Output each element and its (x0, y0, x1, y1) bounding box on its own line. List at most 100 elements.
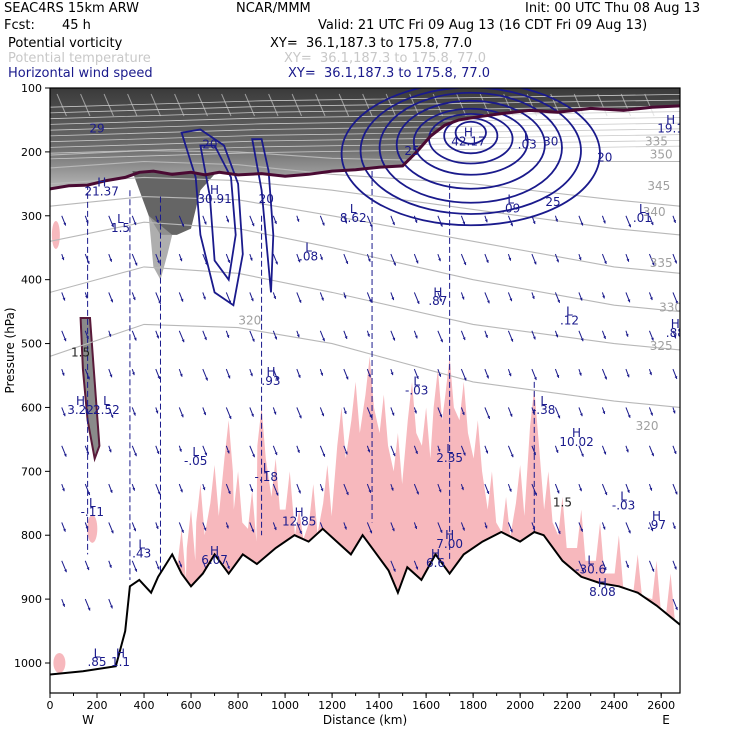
y-axis-title: Pressure (hPa) (3, 307, 17, 393)
fcst-value: 45 h (62, 18, 91, 33)
field-name-pv: Potential vorticity (8, 36, 123, 51)
wind-vector-head (626, 564, 629, 568)
wind-vector-head (578, 372, 582, 376)
wind-vector-head (273, 411, 277, 415)
hl-marker-value: .87 (428, 294, 447, 308)
wind-vector-head (555, 218, 558, 222)
theta-contour-325 (50, 266, 680, 351)
wind-vector-head (463, 377, 467, 381)
hl-marker-high: H (666, 113, 675, 127)
wind-vector-head (415, 260, 419, 264)
wind-vector-head (673, 450, 677, 454)
wind-vector-head (603, 451, 607, 455)
wind-vector-head (392, 337, 396, 341)
contour-labels: 350 345 340 335 330 325 320 320 335 20 25 30 25 20 20 2… (67, 113, 680, 669)
hl-marker-value: .01 (633, 211, 652, 225)
hl-marker-low: L (138, 538, 145, 552)
wind-vector-head (579, 413, 583, 417)
wind-vector-head (557, 415, 561, 419)
wind-vector-head (134, 453, 137, 457)
east-label: E (662, 713, 670, 727)
wind-vector-head (437, 448, 441, 452)
wind-vector-head (531, 296, 535, 299)
wind-vector-head (579, 488, 582, 492)
wind-vector-head (463, 262, 467, 266)
hl-marker-value: -.11 (81, 505, 104, 519)
hl-marker-value: -30.6 (575, 563, 606, 577)
wind-vector-head (228, 415, 232, 419)
wind-vector-head (369, 530, 373, 534)
wind-vector-head (156, 335, 160, 339)
wind-vector-head (321, 297, 324, 301)
hl-marker-value: .12 (560, 313, 579, 327)
wind-vector-head (133, 528, 137, 532)
wind-vector-head (227, 490, 231, 494)
hl-marker-high: H (652, 509, 661, 523)
wind-vector-head (343, 411, 347, 414)
wind-vector-head (438, 258, 441, 262)
hl-marker-high: H (210, 544, 219, 558)
jet-isotach (412, 107, 529, 176)
wind-speed-label: 20 (202, 138, 217, 152)
hl-marker-value: .43 (132, 547, 151, 561)
hl-marker-low: L (566, 304, 573, 318)
wind-vector-head (438, 373, 442, 377)
wind-vector-head (227, 565, 230, 569)
hl-marker-value: 6.07 (201, 553, 228, 567)
wind-vector-head (390, 487, 394, 491)
hl-marker-high: H (76, 394, 85, 408)
wind-vector-head (578, 257, 582, 261)
wind-vector-head (556, 490, 560, 494)
wind-vector-head (650, 528, 654, 532)
wind-vector-head (392, 453, 396, 457)
terrain-outline (50, 527, 680, 676)
wind-vector-head (298, 415, 302, 419)
x-tick-label: 1600 (412, 699, 440, 712)
wind-vector-head (296, 334, 300, 338)
wind-vector-head (414, 526, 418, 529)
hl-marker-value: 21.37 (85, 184, 119, 198)
wind-vector-head (62, 603, 66, 607)
negative-pv-shading (51, 220, 680, 673)
wind-vector-head (250, 298, 254, 302)
hl-marker-low: L (117, 212, 124, 226)
theta-label: 340 (643, 205, 666, 219)
theta-label: 350 (650, 147, 673, 161)
wind-vector-head (322, 453, 326, 457)
wind-vector-head (368, 299, 372, 303)
wind-vector-head (344, 451, 348, 455)
theta-contour-strat (50, 134, 680, 148)
pv-label: 1.5 (71, 345, 90, 359)
wind-vector-head (555, 449, 559, 453)
wind-vector-head (227, 375, 231, 379)
wind-vector-head (602, 411, 606, 414)
wind-vector-head (250, 488, 254, 492)
wind-vector-head (508, 488, 512, 492)
wind-vector-head (510, 223, 513, 227)
wind-vector-head (628, 224, 631, 228)
wind-vector-head (604, 376, 607, 380)
wind-vector-head (603, 335, 606, 339)
wind-vector-head (110, 605, 113, 609)
wind-vector-head (226, 450, 230, 454)
wind-vector-head (440, 339, 443, 343)
wind-vector-head (251, 413, 254, 417)
wind-vector-head (555, 334, 559, 338)
wind-vector-head (274, 336, 278, 340)
wind-vector-head (320, 372, 324, 376)
y-tick-label: 400 (21, 274, 42, 287)
wind-vector-head (62, 488, 65, 492)
hl-marker-value: .85 (87, 655, 106, 669)
wind-vector-head (627, 414, 631, 418)
isotach-lobe (251, 138, 275, 293)
wind-vector-head (581, 453, 584, 457)
hl-marker-high: H (116, 646, 125, 660)
field-name-wind: Horizontal wind speed (8, 66, 153, 81)
wind-vector-head (390, 372, 394, 376)
wind-vector-head (64, 569, 67, 573)
x-tick-label: 1800 (459, 699, 487, 712)
org-label: NCAR/MMM (236, 1, 311, 16)
wind-vector-head (251, 223, 255, 227)
y-tick-label: 200 (21, 146, 42, 159)
wind-vector-head (132, 487, 136, 491)
